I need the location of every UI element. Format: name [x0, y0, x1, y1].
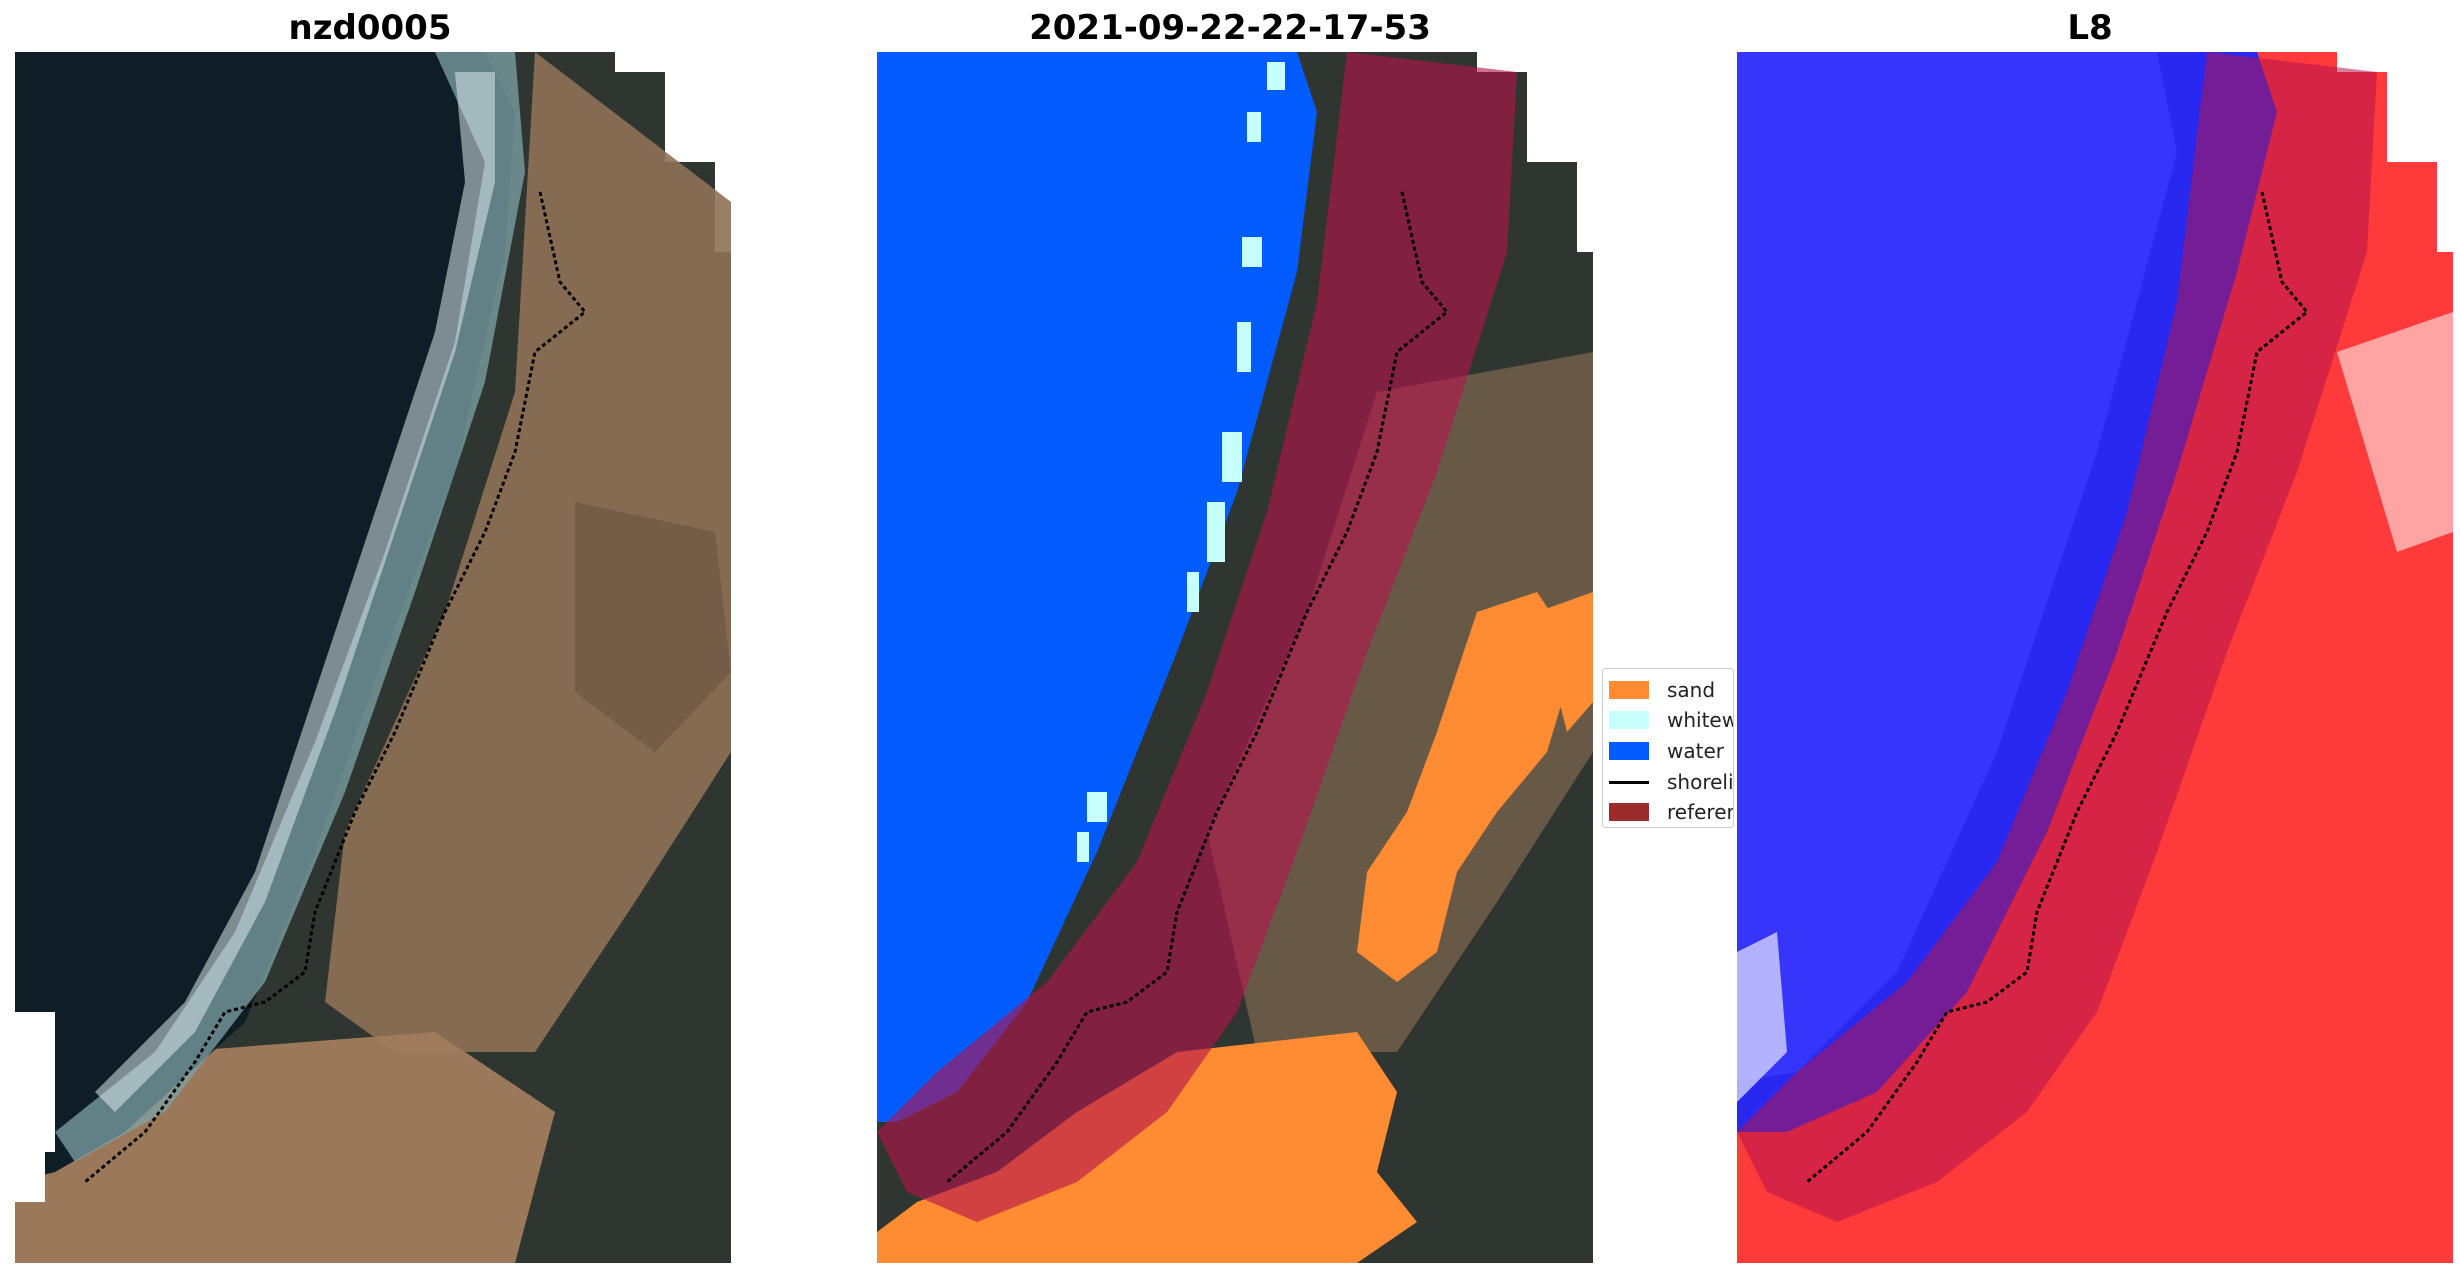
legend-label-reference-buffer: reference shoreline buffer — [1667, 800, 1733, 824]
rgb-image-panel — [15, 52, 731, 1263]
classified-image — [877, 52, 1593, 1263]
reference-shoreline-buffer — [1737, 52, 2377, 1222]
panel-title-index: L8 — [2067, 8, 2113, 48]
whitewater-region — [1077, 62, 1285, 862]
sand-swatch — [1609, 681, 1649, 699]
panel-title-classified: 2021-09-22-22-17-53 — [1029, 8, 1431, 48]
legend-item-shoreline: shoreline — [1603, 770, 1734, 794]
legend-item-sand: sand — [1603, 678, 1716, 702]
rgb-image — [15, 52, 731, 1263]
shoreline-line — [946, 191, 1450, 1184]
legend-item-reference-buffer: reference shoreline buffer — [1603, 800, 1733, 824]
classified-image-panel — [877, 52, 1593, 1263]
reference-shoreline-buffer — [877, 52, 1517, 1222]
legend-label-sand: sand — [1667, 678, 1716, 702]
index-image — [1737, 52, 2453, 1263]
water-swatch — [1609, 742, 1649, 760]
whitewater-swatch — [1609, 711, 1649, 729]
index-image-panel — [1737, 52, 2453, 1263]
legend-item-water: water — [1603, 739, 1724, 763]
legend-label-shoreline: shoreline — [1667, 770, 1734, 794]
shoreline-line — [1806, 191, 2310, 1184]
legend-label-water: water — [1667, 739, 1724, 763]
panel-title-rgb: nzd0005 — [288, 8, 452, 48]
shoreline-line — [84, 191, 588, 1184]
shoreline-swatch — [1609, 773, 1649, 791]
water-region — [877, 52, 1317, 1122]
sand-region — [1357, 592, 1577, 982]
reference-buffer-swatch — [1609, 803, 1649, 821]
